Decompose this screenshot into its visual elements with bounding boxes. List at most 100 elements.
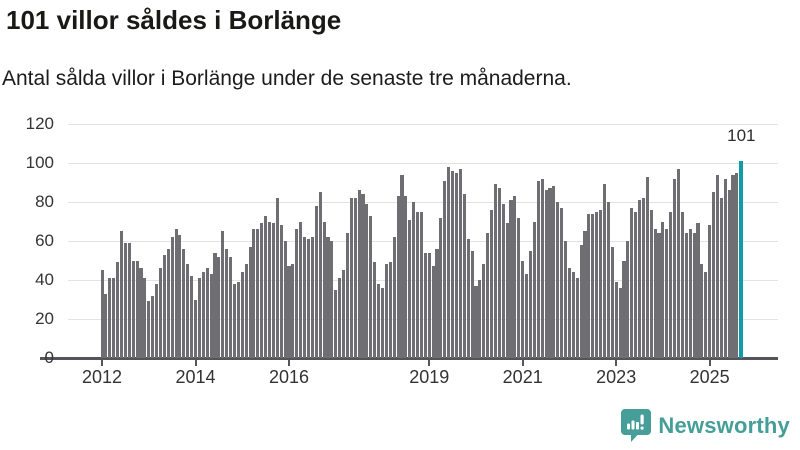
bar [112, 278, 116, 358]
bar [143, 278, 147, 358]
bar [591, 213, 595, 358]
bar [579, 244, 583, 358]
bar [287, 266, 291, 358]
bar [104, 293, 108, 358]
bar [556, 202, 560, 358]
x-axis-tick [428, 358, 431, 366]
bar [415, 211, 420, 358]
bar [225, 248, 229, 358]
bar [474, 285, 478, 358]
bar [536, 180, 540, 358]
bar [708, 225, 712, 358]
bar [513, 196, 517, 358]
x-axis-line [40, 357, 778, 360]
bar [357, 190, 361, 358]
bar [653, 229, 657, 358]
bar [509, 200, 513, 358]
bar [431, 266, 435, 358]
bar [505, 223, 509, 358]
bar [454, 172, 459, 358]
gridline [68, 123, 778, 125]
bar [723, 178, 727, 358]
bar [478, 280, 482, 358]
bar [622, 260, 626, 358]
x-axis-label: 2021 [502, 367, 543, 387]
bar [525, 274, 529, 358]
bar [669, 211, 673, 358]
bar [490, 209, 494, 358]
bar [330, 241, 334, 358]
bar [692, 233, 696, 358]
bar [182, 248, 186, 358]
gridline [68, 201, 778, 203]
bar [408, 219, 412, 358]
bar [447, 166, 451, 358]
bar [630, 207, 634, 358]
bar [626, 241, 630, 358]
bar [291, 264, 295, 358]
bar [361, 194, 365, 358]
y-axis-label: 80 [35, 192, 54, 211]
bar [400, 174, 404, 358]
x-axis-label: 2016 [268, 367, 310, 387]
bar [318, 192, 322, 358]
bar [610, 246, 614, 358]
bar [595, 211, 599, 358]
bar [384, 264, 388, 358]
bar [532, 221, 536, 358]
bar [462, 194, 466, 358]
x-axis-label: 2014 [175, 367, 216, 387]
bar [369, 215, 373, 358]
bar [735, 172, 739, 358]
newsworthy-logo: Newsworthy [621, 409, 790, 442]
bar [201, 272, 205, 358]
highlighted-bar [739, 161, 744, 358]
bar [423, 252, 427, 358]
bar [209, 274, 213, 358]
bar [665, 229, 669, 358]
x-axis-label: 2025 [689, 367, 730, 387]
bar [197, 278, 201, 358]
bar [634, 211, 638, 358]
bar [684, 233, 688, 358]
x-axis-tick [194, 358, 197, 366]
bar [303, 237, 307, 358]
gridline [68, 318, 778, 320]
bar [528, 250, 533, 358]
bar [560, 207, 564, 358]
bar [439, 217, 443, 358]
bar [599, 209, 603, 358]
bar [380, 287, 385, 358]
newsworthy-brand-text: Newsworthy [658, 412, 790, 438]
page-title: 101 villor såldes i Borlänge [6, 5, 342, 35]
bar [100, 270, 104, 358]
bar [221, 231, 225, 358]
bar [131, 260, 135, 358]
bar [365, 203, 369, 358]
bar [583, 231, 587, 358]
bar [638, 200, 642, 358]
bar [443, 180, 447, 358]
bar [676, 168, 681, 358]
bar [345, 233, 349, 358]
bar [373, 262, 377, 358]
bar [349, 198, 353, 358]
bar [151, 295, 155, 358]
x-axis-tick [615, 358, 618, 366]
bar [571, 272, 575, 358]
bar [299, 221, 303, 358]
bar [236, 281, 240, 358]
bar [657, 233, 661, 358]
bar [688, 229, 692, 358]
bar [244, 264, 248, 358]
bar [178, 235, 182, 358]
bar [322, 221, 326, 358]
bar [501, 203, 505, 358]
x-axis-label: 2023 [596, 367, 637, 387]
bar [326, 237, 330, 358]
last-value-annotation: 101 [727, 126, 756, 145]
bar [275, 198, 279, 358]
bar [451, 170, 455, 358]
bar [673, 178, 677, 358]
